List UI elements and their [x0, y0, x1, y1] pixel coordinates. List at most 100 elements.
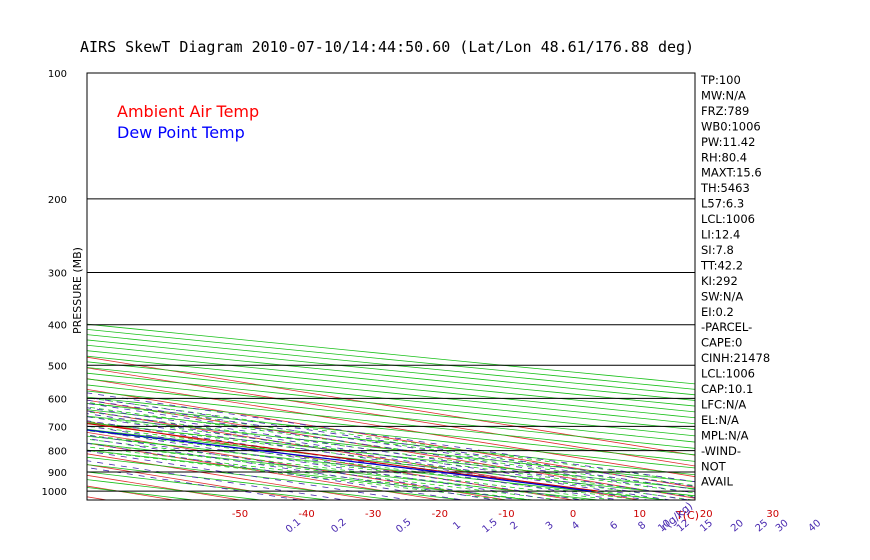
stat-label: LI:12.4 — [701, 228, 740, 242]
legend-ambient-air-temp: Ambient Air Temp — [117, 102, 259, 121]
bottom-temp-tick-label: 0 — [570, 509, 576, 520]
stat-label: CAP:10.1 — [701, 382, 753, 396]
dry-adiabat-line — [87, 428, 695, 497]
dry-adiabat-line — [87, 350, 695, 413]
stat-label: LCL:1006 — [701, 212, 755, 226]
bottom-temp-tick-label: -30 — [365, 509, 381, 520]
stat-label: LFC:N/A — [701, 397, 746, 411]
stat-label: RH:80.4 — [701, 150, 747, 164]
dry-adiabat-line — [87, 344, 695, 407]
isotherm-line — [87, 367, 695, 467]
pressure-tick-label: 800 — [48, 447, 67, 458]
stat-label: TH:5463 — [700, 181, 750, 195]
stat-label: SI:7.8 — [701, 243, 734, 257]
moist-adiabat-line — [87, 420, 693, 500]
pressure-tick-label: 400 — [48, 321, 67, 332]
mixing-ratio-tick-label: 3 — [544, 520, 556, 533]
stat-label: TT:42.2 — [700, 258, 743, 272]
pressure-tick-label: 300 — [48, 269, 67, 280]
mixing-ratio-tick-label: 1.5 — [481, 517, 500, 536]
pressure-tick-label: 500 — [48, 361, 67, 372]
dry-adiabat-line — [87, 435, 667, 500]
mixing-ratio-tick-label: 30 — [774, 518, 791, 535]
mixing-ratio-tick-label: 2 — [508, 520, 520, 533]
pressure-tick-label: 200 — [48, 195, 67, 206]
mixing-ratio-tick-label: 1 — [451, 520, 463, 533]
plot-frame — [86, 72, 696, 501]
temp-unit-label: T(C) — [675, 509, 699, 522]
y-axis-label: PRESSURE (MB) — [71, 247, 84, 334]
mixing-ratio-tick-label: 20 — [729, 518, 746, 535]
bottom-temp-tick-label: -50 — [232, 509, 248, 520]
mixing-ratio-line — [87, 413, 671, 500]
dry-adiabat-line — [87, 339, 695, 401]
mixing-ratio-line — [87, 410, 690, 500]
bottom-temp-tick-label: -10 — [498, 509, 514, 520]
pressure-tick-label: 900 — [48, 468, 67, 479]
pressure-tick-label: 600 — [48, 394, 67, 405]
mixing-ratio-line — [87, 450, 410, 500]
stat-label: AVAIL — [701, 475, 734, 489]
moist-adiabat-line — [87, 401, 695, 487]
mixing-ratio-tick-label: 4 — [570, 520, 582, 533]
stat-label: FRZ:789 — [701, 104, 749, 118]
dry-adiabat-line — [87, 422, 695, 490]
bottom-temp-tick-label: -40 — [298, 509, 314, 520]
stat-label: CINH:21478 — [701, 351, 770, 365]
dry-adiabat-line — [87, 456, 464, 500]
dry-adiabat-line — [87, 384, 695, 449]
isotherm-line — [87, 388, 695, 488]
isotherm-line — [87, 356, 695, 456]
stat-label: NOT — [701, 459, 727, 473]
dew-point-temp-line — [87, 429, 592, 492]
stat-label: KI:292 — [701, 274, 738, 288]
mixing-ratio-line — [87, 392, 695, 483]
pressure-tick-label: 1000 — [42, 487, 67, 498]
isotherm-line — [87, 421, 574, 500]
isotherm-line — [87, 399, 695, 499]
mixing-ratio-tick-label: 40 — [807, 518, 824, 535]
mixing-ratio-line — [87, 434, 521, 500]
dry-adiabat-line — [87, 409, 695, 476]
isotherm-line — [87, 378, 695, 478]
dry-adiabat-line — [87, 367, 695, 431]
mixing-ratio-line — [87, 396, 695, 487]
stat-label: PW:11.42 — [701, 135, 755, 149]
stat-label: EI:0.2 — [701, 305, 734, 319]
dry-adiabat-line — [87, 415, 695, 483]
isotherm-line — [87, 410, 640, 500]
stat-label: L57:6.3 — [701, 197, 744, 211]
legend-dew-point-temp: Dew Point Temp — [117, 123, 245, 142]
pressure-tick-label: 100 — [48, 69, 67, 80]
stat-label: LCL:1006 — [701, 367, 755, 381]
ambient-air-temp-line — [87, 423, 599, 492]
isotherm-line — [0, 73, 40, 500]
dry-adiabat-line — [87, 372, 695, 437]
mixing-ratio-tick-label: 6 — [608, 520, 620, 533]
dry-adiabat-line — [87, 361, 695, 425]
mixing-ratio-tick-label: 0.5 — [394, 517, 413, 536]
mixing-ratio-tick-label: 25 — [754, 518, 771, 535]
stat-label: -WIND- — [701, 444, 741, 458]
dry-adiabat-line — [87, 355, 695, 419]
chart-title: AIRS SkewT Diagram 2010-07-10/14:44:50.6… — [80, 38, 694, 56]
stat-label: CAPE:0 — [701, 336, 742, 350]
stat-label: EL:N/A — [701, 413, 739, 427]
stat-label: MPL:N/A — [701, 428, 749, 442]
moist-adiabat-line — [87, 416, 695, 498]
bottom-temp-tick-label: 30 — [766, 509, 779, 520]
moist-adiabat-line — [87, 446, 534, 500]
dry-adiabat-line — [87, 334, 695, 396]
stat-label: SW:N/A — [701, 289, 743, 303]
stat-label: WB0:1006 — [701, 119, 761, 133]
stat-label: MW:N/A — [701, 88, 746, 102]
bottom-temp-tick-label: 20 — [700, 509, 713, 520]
mixing-ratio-tick-label: 0.2 — [329, 517, 348, 536]
moist-adiabat-line — [87, 430, 640, 500]
stat-label: MAXT:15.6 — [701, 166, 762, 180]
pressure-tick-label: 700 — [48, 422, 67, 433]
mixing-ratio-line — [87, 407, 695, 498]
mixing-ratio-line — [87, 429, 556, 500]
